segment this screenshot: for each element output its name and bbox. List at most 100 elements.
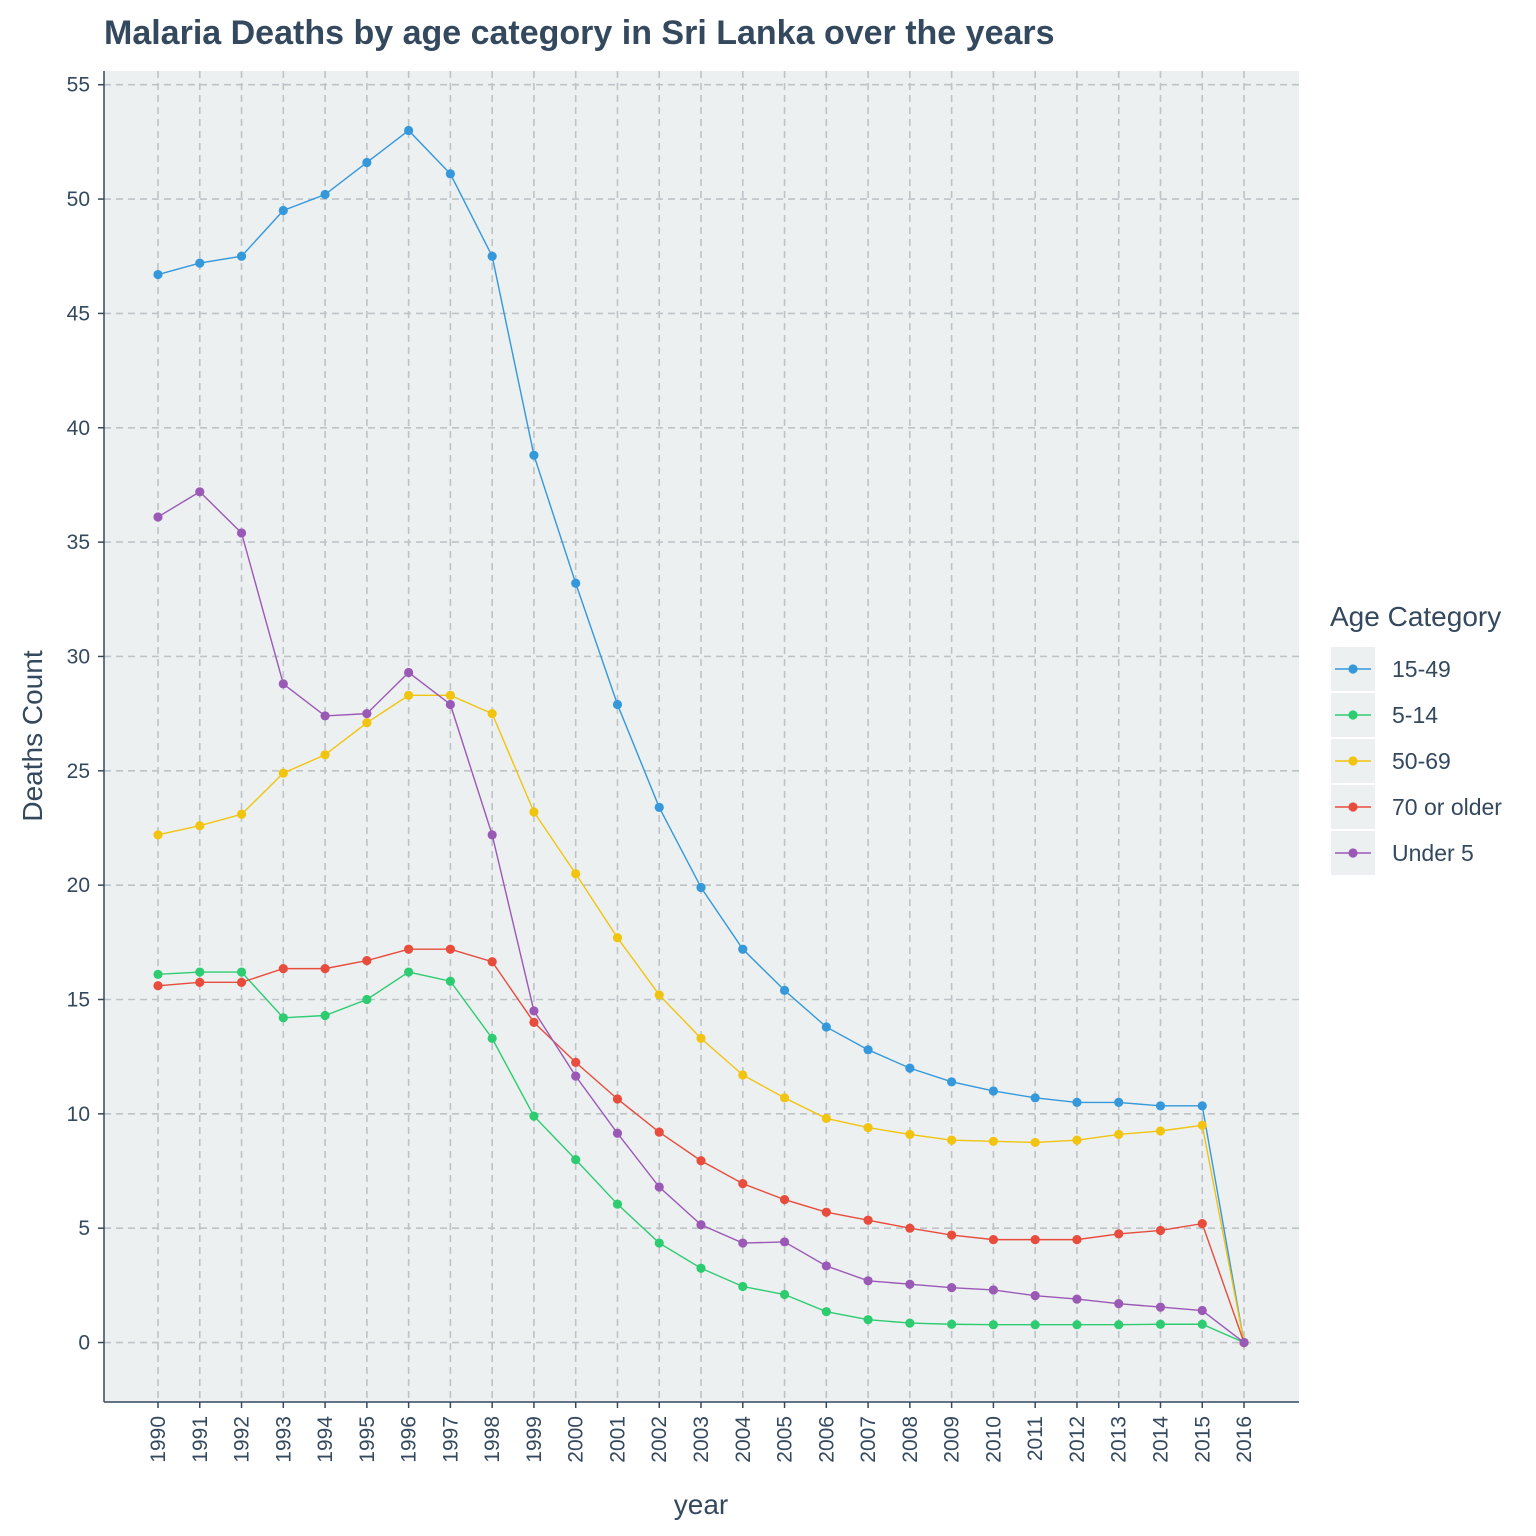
data-point bbox=[320, 1010, 330, 1021]
x-tick-label: 2013 bbox=[1108, 1416, 1131, 1463]
data-point bbox=[1114, 1097, 1124, 1108]
data-point bbox=[1030, 1235, 1040, 1245]
y-tick-labels: 0 5 10 15 20 25 30 35 40 45 50 55 bbox=[67, 74, 104, 1355]
series-5-14 bbox=[153, 967, 1249, 1348]
data-point bbox=[988, 1136, 999, 1146]
data-point bbox=[445, 976, 455, 986]
data-point bbox=[612, 1199, 623, 1209]
x-tick-label: 2009 bbox=[941, 1416, 964, 1463]
data-point bbox=[1239, 1337, 1249, 1348]
data-point bbox=[612, 1128, 623, 1138]
x-tick-label: 2016 bbox=[1233, 1416, 1256, 1463]
series-lines bbox=[153, 125, 1249, 1348]
y-tick-label: 15 bbox=[67, 988, 90, 1011]
x-tick-label: 2012 bbox=[1066, 1416, 1089, 1463]
data-point bbox=[1155, 1225, 1166, 1236]
series-15-49 bbox=[153, 125, 1249, 1348]
x-tick-label: 1999 bbox=[523, 1416, 546, 1463]
data-point bbox=[487, 957, 497, 967]
data-point bbox=[779, 1195, 790, 1205]
legend-label: 5-14 bbox=[1392, 702, 1438, 728]
data-point bbox=[278, 964, 288, 974]
y-tick-label: 35 bbox=[67, 531, 90, 554]
legend-key-point bbox=[1348, 848, 1358, 858]
chart-title: Malaria Deaths by age category in Sri La… bbox=[104, 14, 1055, 52]
data-point bbox=[905, 1129, 915, 1140]
data-point bbox=[905, 1063, 915, 1073]
data-point bbox=[529, 450, 539, 460]
data-point bbox=[571, 869, 581, 879]
data-point bbox=[947, 1230, 957, 1240]
data-point bbox=[236, 528, 247, 538]
data-point bbox=[153, 269, 163, 280]
data-point bbox=[612, 699, 623, 710]
data-point bbox=[445, 944, 455, 954]
data-point bbox=[1114, 1320, 1124, 1330]
x-tick-label: 1993 bbox=[272, 1416, 295, 1463]
y-tick-label: 30 bbox=[67, 645, 90, 668]
y-axis-title: Deaths Count bbox=[17, 650, 48, 821]
x-tick-label: 1995 bbox=[356, 1416, 379, 1463]
x-tick-label: 2015 bbox=[1191, 1416, 1214, 1463]
data-point bbox=[195, 487, 205, 497]
grid-lines bbox=[104, 71, 1299, 1402]
x-tick-label: 1991 bbox=[189, 1416, 212, 1463]
data-point bbox=[487, 830, 497, 840]
y-tick-label: 20 bbox=[67, 874, 90, 897]
data-point bbox=[1072, 1235, 1082, 1245]
data-point bbox=[1030, 1291, 1040, 1301]
data-point bbox=[195, 977, 205, 987]
legend-key-point bbox=[1348, 756, 1358, 766]
data-point bbox=[571, 1057, 581, 1067]
data-point bbox=[654, 1127, 664, 1137]
x-tick-label: 1998 bbox=[481, 1416, 504, 1463]
x-tick-label: 1994 bbox=[314, 1416, 337, 1463]
data-point bbox=[404, 944, 414, 954]
data-point bbox=[1197, 1305, 1207, 1316]
data-point bbox=[863, 1045, 873, 1055]
data-point bbox=[278, 679, 288, 689]
legend-key-point bbox=[1348, 664, 1358, 674]
data-point bbox=[278, 768, 288, 778]
data-point bbox=[529, 1006, 539, 1016]
data-point bbox=[905, 1279, 915, 1289]
legend-label: Under 5 bbox=[1392, 840, 1474, 866]
data-point bbox=[1197, 1219, 1207, 1229]
data-point bbox=[278, 1013, 288, 1023]
data-point bbox=[445, 169, 455, 179]
legend-key-point bbox=[1348, 710, 1358, 720]
data-point bbox=[779, 1093, 790, 1103]
data-point bbox=[779, 985, 790, 995]
data-point bbox=[696, 882, 706, 893]
data-point bbox=[821, 1113, 831, 1124]
data-point bbox=[738, 1070, 748, 1080]
data-point bbox=[696, 1156, 706, 1166]
data-point bbox=[195, 821, 205, 831]
data-point bbox=[1155, 1126, 1166, 1136]
legend-item: 15-49 bbox=[1331, 647, 1451, 691]
data-point bbox=[153, 830, 163, 840]
data-point bbox=[738, 1281, 748, 1292]
data-point bbox=[988, 1235, 999, 1245]
data-point bbox=[779, 1289, 790, 1300]
data-point bbox=[779, 1237, 790, 1247]
data-point bbox=[1030, 1320, 1040, 1330]
y-tick-label: 40 bbox=[67, 417, 90, 440]
x-tick-label: 1990 bbox=[147, 1416, 170, 1463]
data-point bbox=[529, 1017, 539, 1027]
data-point bbox=[320, 750, 330, 760]
data-point bbox=[487, 251, 497, 261]
data-point bbox=[1197, 1319, 1207, 1329]
data-point bbox=[738, 944, 748, 954]
legend-item: 50-69 bbox=[1331, 739, 1451, 783]
data-point bbox=[821, 1207, 831, 1217]
legend-key-point bbox=[1348, 802, 1358, 812]
data-point bbox=[404, 125, 414, 136]
data-point bbox=[988, 1285, 999, 1295]
data-point bbox=[612, 933, 623, 943]
legend-label: 15-49 bbox=[1392, 656, 1451, 682]
data-point bbox=[988, 1320, 999, 1330]
legend-label: 50-69 bbox=[1392, 748, 1451, 774]
data-point bbox=[821, 1022, 831, 1032]
